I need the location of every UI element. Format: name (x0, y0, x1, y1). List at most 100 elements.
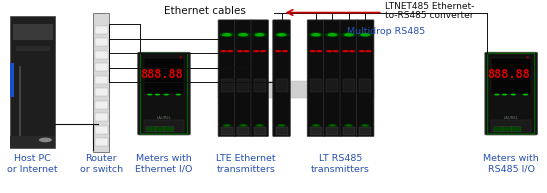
Text: Ethernet cables: Ethernet cables (164, 6, 246, 16)
FancyBboxPatch shape (327, 127, 339, 135)
Text: 888.88: 888.88 (487, 68, 531, 81)
Circle shape (342, 50, 349, 52)
Circle shape (312, 124, 321, 127)
Circle shape (260, 50, 266, 52)
Circle shape (333, 50, 339, 52)
FancyBboxPatch shape (340, 20, 358, 136)
Circle shape (344, 33, 354, 36)
Circle shape (282, 50, 288, 52)
FancyBboxPatch shape (144, 58, 184, 94)
FancyBboxPatch shape (276, 127, 288, 135)
FancyBboxPatch shape (95, 113, 108, 121)
FancyBboxPatch shape (95, 88, 108, 96)
Circle shape (346, 124, 352, 126)
Text: Meters with
Ethernet I/O: Meters with Ethernet I/O (135, 154, 193, 174)
Circle shape (330, 124, 335, 126)
FancyBboxPatch shape (485, 52, 537, 135)
FancyBboxPatch shape (359, 79, 371, 92)
FancyBboxPatch shape (138, 52, 190, 135)
FancyBboxPatch shape (19, 66, 21, 138)
Circle shape (349, 50, 356, 52)
Circle shape (275, 50, 282, 52)
FancyBboxPatch shape (221, 127, 233, 135)
FancyBboxPatch shape (144, 120, 184, 132)
FancyBboxPatch shape (254, 127, 266, 135)
Circle shape (255, 33, 265, 36)
Circle shape (341, 32, 357, 37)
Circle shape (309, 32, 324, 37)
Circle shape (494, 94, 499, 96)
FancyBboxPatch shape (218, 20, 236, 136)
FancyBboxPatch shape (147, 127, 156, 131)
FancyBboxPatch shape (307, 20, 325, 136)
Text: °: ° (178, 57, 182, 63)
Circle shape (239, 124, 248, 127)
Circle shape (155, 94, 160, 96)
Circle shape (274, 32, 289, 37)
Circle shape (241, 124, 246, 126)
FancyBboxPatch shape (359, 127, 371, 135)
Circle shape (277, 33, 287, 36)
FancyBboxPatch shape (310, 79, 322, 92)
FancyBboxPatch shape (511, 127, 521, 131)
Circle shape (219, 32, 235, 37)
Circle shape (223, 124, 231, 127)
Text: Host PC
or Internet: Host PC or Internet (8, 154, 58, 174)
FancyBboxPatch shape (310, 127, 322, 135)
Circle shape (277, 124, 286, 127)
Text: to-RS485 converter: to-RS485 converter (386, 11, 474, 20)
Circle shape (255, 124, 264, 127)
FancyBboxPatch shape (491, 120, 531, 132)
Circle shape (236, 32, 251, 37)
FancyBboxPatch shape (343, 127, 355, 135)
FancyBboxPatch shape (254, 79, 266, 92)
FancyBboxPatch shape (276, 79, 288, 92)
FancyBboxPatch shape (502, 127, 512, 131)
Circle shape (279, 124, 284, 126)
Circle shape (243, 50, 250, 52)
FancyBboxPatch shape (155, 127, 165, 131)
Circle shape (345, 124, 353, 127)
FancyBboxPatch shape (221, 79, 233, 92)
Circle shape (238, 33, 248, 36)
Circle shape (361, 124, 370, 127)
Circle shape (227, 50, 234, 52)
FancyBboxPatch shape (10, 136, 55, 148)
Circle shape (164, 94, 169, 96)
FancyBboxPatch shape (10, 16, 55, 148)
Text: Router
or switch: Router or switch (79, 154, 123, 174)
Text: °: ° (525, 57, 529, 63)
FancyBboxPatch shape (10, 63, 14, 97)
FancyBboxPatch shape (493, 127, 503, 131)
FancyBboxPatch shape (251, 20, 269, 136)
Circle shape (237, 50, 243, 52)
Text: Meters with
RS485 I/O: Meters with RS485 I/O (483, 154, 539, 174)
FancyBboxPatch shape (237, 79, 249, 92)
Circle shape (328, 33, 337, 36)
FancyBboxPatch shape (95, 63, 108, 71)
Text: LT RS485
transmitters: LT RS485 transmitters (311, 154, 370, 174)
Circle shape (147, 94, 153, 96)
FancyBboxPatch shape (95, 76, 108, 84)
Text: Multidrop RS485: Multidrop RS485 (347, 27, 426, 36)
Circle shape (316, 50, 323, 52)
FancyBboxPatch shape (93, 13, 109, 152)
Circle shape (328, 124, 337, 127)
Circle shape (326, 50, 333, 52)
FancyBboxPatch shape (16, 46, 50, 51)
Text: LAUREL: LAUREL (156, 116, 172, 120)
FancyBboxPatch shape (95, 126, 108, 134)
Text: 888.88: 888.88 (141, 68, 183, 81)
Circle shape (224, 124, 230, 126)
Circle shape (257, 124, 263, 126)
FancyBboxPatch shape (237, 127, 249, 135)
Circle shape (358, 32, 373, 37)
FancyBboxPatch shape (95, 138, 108, 146)
Circle shape (510, 94, 516, 96)
Circle shape (363, 124, 368, 126)
FancyBboxPatch shape (491, 58, 531, 94)
Circle shape (252, 32, 267, 37)
Circle shape (325, 32, 340, 37)
FancyBboxPatch shape (327, 79, 339, 92)
FancyBboxPatch shape (357, 20, 374, 136)
